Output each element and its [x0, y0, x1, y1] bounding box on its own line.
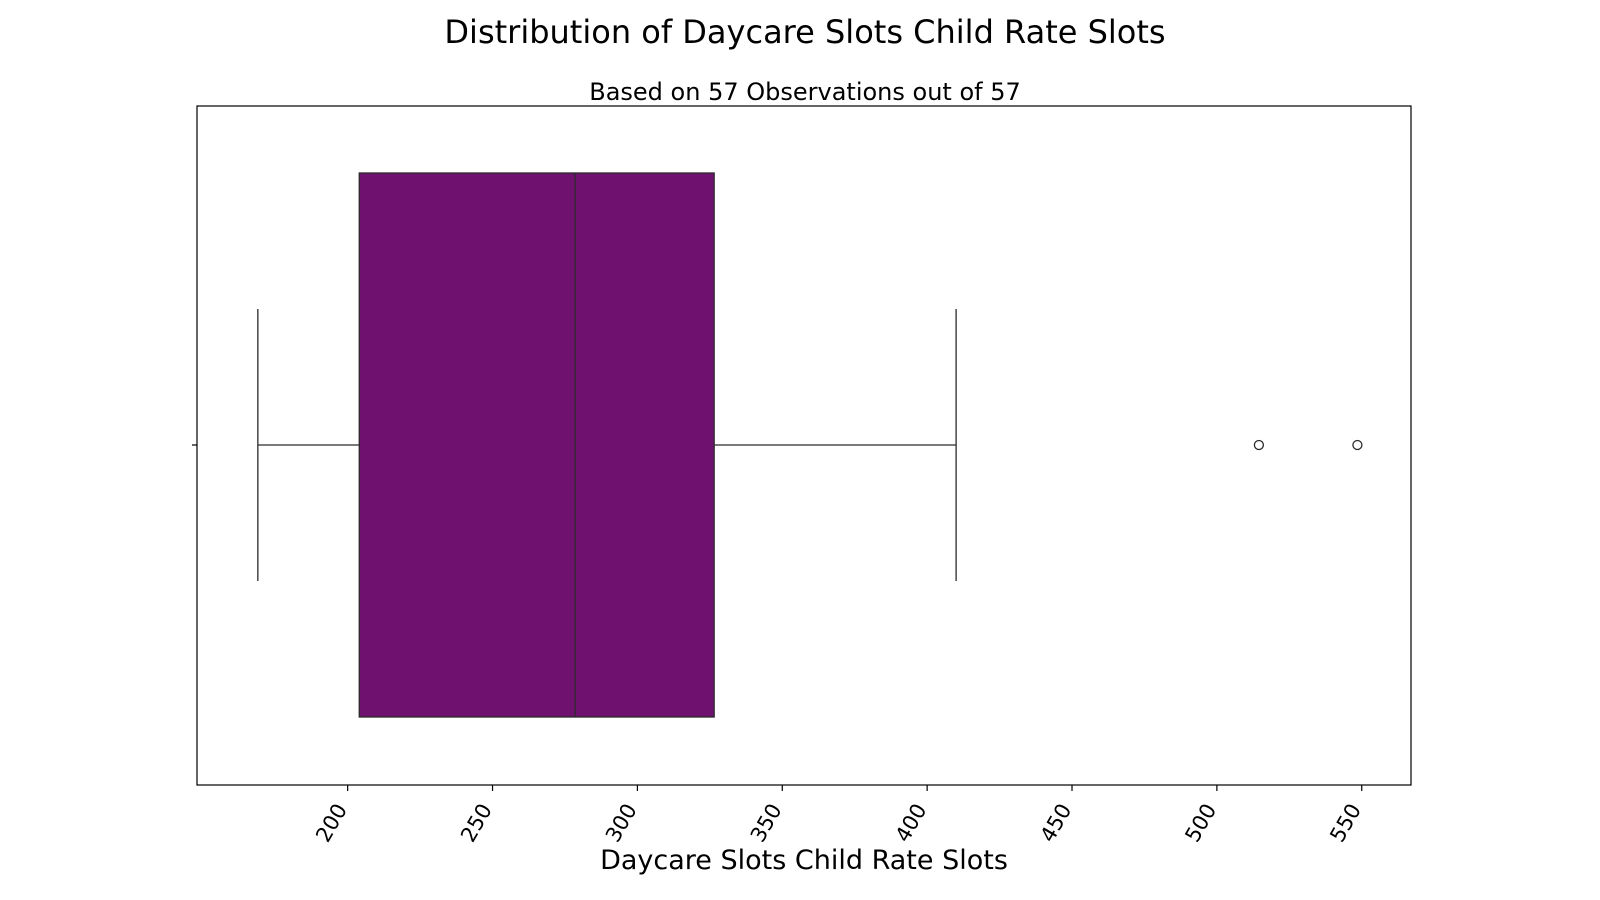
x-tick-label: 500 [1180, 800, 1221, 847]
x-tick-label: 300 [601, 800, 642, 847]
x-tick-label: 350 [746, 800, 787, 847]
x-axis-ticks: 200 250 300 350 400 450 500 550 [311, 785, 1366, 846]
outlier-point [1253, 439, 1265, 451]
outlier-point [1352, 439, 1363, 451]
chart-title: Distribution of Daycare Slots Child Rate… [444, 13, 1165, 51]
interquartile-box [358, 172, 715, 718]
x-tick-label: 400 [891, 800, 932, 847]
x-tick-label: 450 [1036, 800, 1077, 847]
x-tick-label: 550 [1325, 800, 1366, 847]
x-axis-label: Daycare Slots Child Rate Slots [600, 845, 1008, 876]
box-plot-elements [257, 172, 1363, 718]
x-tick-label: 200 [311, 800, 352, 847]
chart-subtitle: Based on 57 Observations out of 57 [589, 78, 1021, 106]
x-tick-label: 250 [456, 800, 497, 847]
